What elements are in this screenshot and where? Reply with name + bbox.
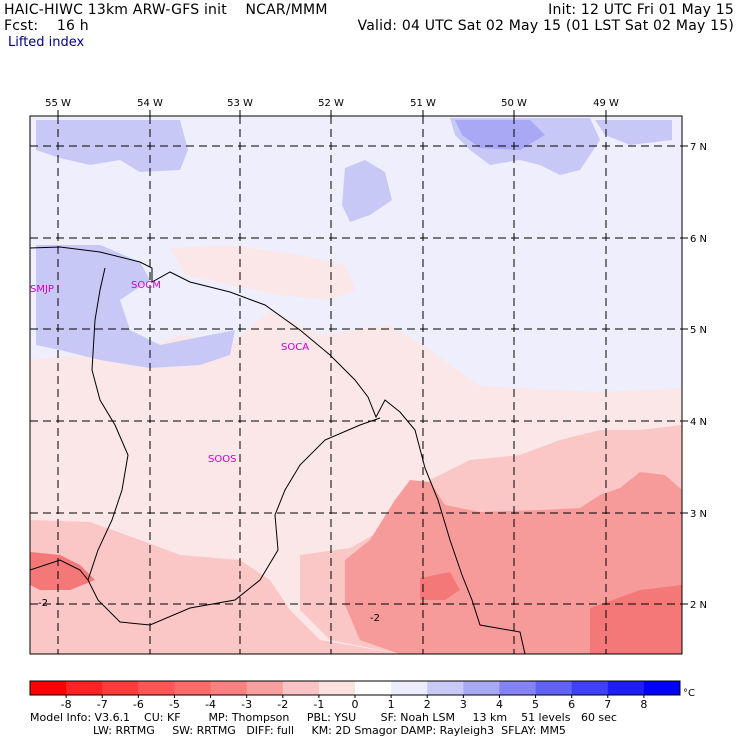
colorbar-swatch [571,681,609,695]
lon-label: 55 W [45,98,71,109]
lon-label: 51 W [410,98,436,109]
field-ne-positive-cell [595,120,672,145]
colorbar-tick-label: 6 [568,698,575,711]
colorbar-tick-label: -2 [277,698,288,711]
lat-label: 2 N [690,600,707,611]
header-model-title: HAIC-HIWC 13km ARW-GFS init NCAR/MMM [4,2,328,18]
colorbar-swatch [463,681,500,695]
colorbar-swatch [174,681,212,695]
station-socm: SOCM [131,280,161,291]
colorbar-swatch [102,681,139,695]
footer-physics-info: LW: RRTMG SW: RRTMG DIFF: full KM: 2D Sm… [30,724,566,737]
axis-ticks [57,110,688,605]
contour-label: -2 [370,613,380,624]
colorbar-swatch [391,681,428,695]
station-soca: SOCA [281,342,309,353]
lat-label: 3 N [690,509,707,520]
lon-label: 49 W [593,98,619,109]
colorbar-swatch [138,681,175,695]
header-forecast-hour: Fcst: 16 h [4,18,89,34]
coastline-borders [30,246,526,654]
field-n-positive-core [455,120,545,150]
lat-label: 7 N [690,142,707,153]
colorbar-tick-label: -8 [61,698,72,711]
colorbar-swatch [427,681,464,695]
colorbar-swatch [246,681,284,695]
colorbar-tick-label: -3 [241,698,252,711]
map-frame [29,115,683,655]
lon-label: 54 W [137,98,163,109]
colorbar-tick-label: 7 [604,698,611,711]
shaded-field [30,116,682,654]
colorbar-tick-label: 4 [496,698,503,711]
colorbar-tick-label: -7 [97,698,108,711]
coastline [30,246,526,654]
colorbar-tick-label: 8 [640,698,647,711]
lat-label: 5 N [690,325,707,336]
lat-label: 6 N [690,234,707,245]
field-w-positive-cell [36,245,235,368]
station-labels: SMJP SOCM SOCA SOOS [30,280,309,465]
colorbar-tick-label: 0 [352,698,359,711]
border-southwest [30,559,89,581]
colorbar-unit: °C [683,688,695,699]
header-valid-time: Valid: 04 UTC Sat 02 May 15 (01 LST Sat … [357,18,734,34]
colorbar-swatch [30,681,67,695]
colorbar-tick-label: -6 [133,698,144,711]
station-soos: SOOS [208,454,236,465]
lon-labels: 55 W 54 W 53 W 52 W 51 W 50 W 49 W [45,98,619,109]
colorbar-swatch [318,681,356,695]
colorbar-tick-label: 3 [460,698,467,711]
colorbar-swatch [643,681,681,695]
colorbar-swatch [607,681,645,695]
border-suriname-french-guiana [87,267,381,626]
colorbar-tick-label: -5 [169,698,180,711]
colorbar: -8 -7 -6 -5 -4 -3 -2 -1 0 1 2 3 4 5 6 7 8 °C [29,680,695,711]
colorbar-tick-label: 1 [388,698,395,711]
field-sw-negative [30,520,400,654]
header-init-time: Init: 12 UTC Fri 01 May 15 [548,2,734,18]
field-negative-spot-2 [590,585,682,654]
colorbar-swatch [535,681,573,695]
field-sw-negative-spot [30,552,95,590]
lon-label: 52 W [318,98,344,109]
field-subtitle: Lifted index [8,35,85,50]
field-coastal-weak-negative [170,245,355,300]
colorbar-swatch [355,681,392,695]
colorbar-swatch [210,681,248,695]
lat-labels: 7 N 6 N 5 N 4 N 3 N 2 N [690,142,707,611]
field-negative-spot-1 [420,572,460,600]
field-positive-spot [342,160,392,222]
colorbar-tick-label: 5 [532,698,539,711]
colorbar-tick-label: 2 [424,698,431,711]
colorbar-swatch [282,681,320,695]
lat-label: 4 N [690,417,707,428]
contour-label: -2 [38,598,48,609]
colorbar-tick-label: -1 [313,698,324,711]
colorbar-swatch [499,681,537,695]
lon-label: 50 W [501,98,527,109]
contour-labels: -2 -2 [38,598,380,624]
colorbar-swatch [66,681,103,695]
footer-model-info: Model Info: V3.6.1 CU: KF MP: Thompson P… [30,711,617,724]
station-smjp: SMJP [30,284,54,295]
lon-label: 53 W [227,98,253,109]
lat-lon-grid [30,116,682,654]
colorbar-tick-label: -4 [205,698,216,711]
field-ocean-weak-positive [30,116,682,392]
